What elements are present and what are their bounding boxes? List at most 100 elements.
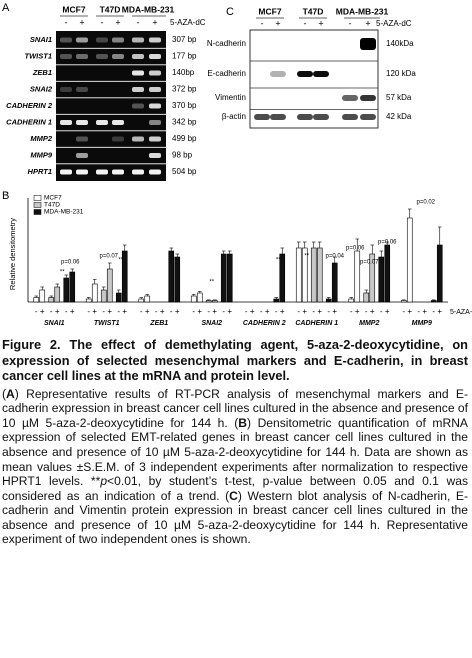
treatment-sign: -: [417, 307, 420, 316]
bar: [436, 244, 443, 303]
protein-label: Vimentin: [215, 93, 246, 102]
size-label: 504 bp: [172, 167, 197, 176]
treatment-sign: -: [350, 307, 353, 316]
size-label: 342 bp: [172, 118, 197, 127]
bar: [406, 217, 413, 303]
treatment-sign: +: [280, 307, 285, 316]
gel-band: [132, 37, 144, 43]
bar: [115, 292, 122, 303]
blot-band: [297, 114, 313, 120]
gel-band: [132, 87, 144, 92]
size-label: 177 bp: [172, 52, 197, 61]
blot: [249, 29, 379, 129]
treatment-sign: -: [207, 307, 210, 316]
bar: [205, 300, 212, 303]
bar: [273, 298, 280, 303]
gel-band: [112, 136, 124, 142]
blot-band: [342, 114, 358, 120]
caption-text: A: [6, 386, 15, 401]
panel-label: B: [2, 190, 9, 202]
gel-band: [149, 169, 161, 175]
treatment-sign: +: [92, 307, 97, 316]
bar: [400, 300, 407, 303]
size-label: 140kDa: [386, 39, 414, 48]
annotation: **: [304, 254, 309, 260]
treatment-label: 5-AZA-dC: [450, 309, 472, 316]
bar: [196, 292, 203, 303]
treatment-sign: +: [197, 307, 202, 316]
cell-line-label: MDA-MB-231: [336, 6, 389, 16]
treatment-sign: +: [332, 307, 337, 316]
gel-band: [112, 54, 124, 59]
gel: [56, 31, 166, 181]
gel-band: [149, 153, 161, 158]
treatment-sign: -: [35, 307, 38, 316]
caption: Figure 2. The effect of demethylating ag…: [2, 337, 468, 547]
gel-band: [60, 120, 72, 125]
treatment-sign: -: [50, 307, 53, 316]
gel-band: [132, 70, 144, 76]
protein-label: E-cadherin: [207, 69, 246, 78]
treatment-sign: +: [250, 307, 255, 316]
protein-label: β-actin: [222, 112, 246, 121]
bar: [48, 297, 55, 303]
bar: [174, 256, 181, 303]
treatment-sign: -: [297, 307, 300, 316]
x-tick-label: SNAI2: [201, 320, 222, 327]
bar: [310, 247, 317, 303]
annotation: **: [209, 280, 214, 286]
x-tick-label: SNAI1: [44, 320, 65, 327]
cell-line-label: MCF7: [62, 4, 85, 14]
annotation: **: [118, 258, 123, 264]
gene-label: HPRT1: [28, 167, 52, 176]
treatment-sign: +: [70, 307, 75, 316]
bar: [54, 286, 61, 303]
bar: [100, 289, 107, 303]
size-label: 98 bp: [172, 151, 193, 160]
treatment-sign: +: [212, 307, 217, 316]
x-tick-label: MMP2: [359, 320, 379, 327]
treatment-sign: -: [380, 307, 383, 316]
bar: [430, 300, 437, 303]
gel-band: [132, 103, 144, 109]
blot-band: [254, 114, 270, 120]
gel-band: [76, 169, 88, 175]
annotation: p=0.02: [416, 200, 435, 206]
treatment-sign: +: [55, 307, 60, 316]
gel-band: [149, 54, 161, 59]
treatment-sign: -: [365, 307, 368, 316]
blot-band: [313, 114, 329, 120]
treatment-sign: -: [87, 307, 90, 316]
gel-band: [76, 54, 88, 59]
gel-band: [96, 54, 108, 59]
bar: [316, 247, 323, 303]
treatment-sign: +: [407, 307, 412, 316]
gene-label: CADHERIN 2: [6, 101, 53, 110]
annotation: **: [60, 270, 65, 276]
panel-label: A: [2, 2, 10, 14]
gel-band: [112, 120, 124, 125]
gel-band: [149, 87, 161, 92]
blot-band: [313, 71, 329, 77]
annotation: p=0.07: [99, 254, 118, 260]
treatment-label: 5-AZA-dC: [376, 19, 412, 28]
treatment-sign: +: [318, 18, 323, 28]
treatment-sign: +: [40, 307, 45, 316]
treatment-sign: -: [117, 307, 120, 316]
bar: [91, 283, 98, 303]
treatment-sign: -: [402, 307, 405, 316]
treatment-sign: +: [265, 307, 270, 316]
treatment-sign: +: [302, 307, 307, 316]
treatment-sign: +: [317, 307, 322, 316]
treatment-sign: -: [137, 17, 140, 27]
gel-band: [60, 169, 72, 175]
bar: [211, 300, 218, 303]
caption-text: <0.01, by student’s t-test, p-value betw…: [2, 474, 468, 503]
gel-band: [132, 54, 144, 59]
x-tick-label: MMP9: [412, 320, 432, 327]
annotation: p=0.04: [325, 254, 344, 260]
treatment-sign: -: [312, 307, 315, 316]
bar: [295, 247, 302, 303]
gene-label: CADHERIN 1: [6, 117, 52, 126]
blot-band: [270, 71, 286, 77]
